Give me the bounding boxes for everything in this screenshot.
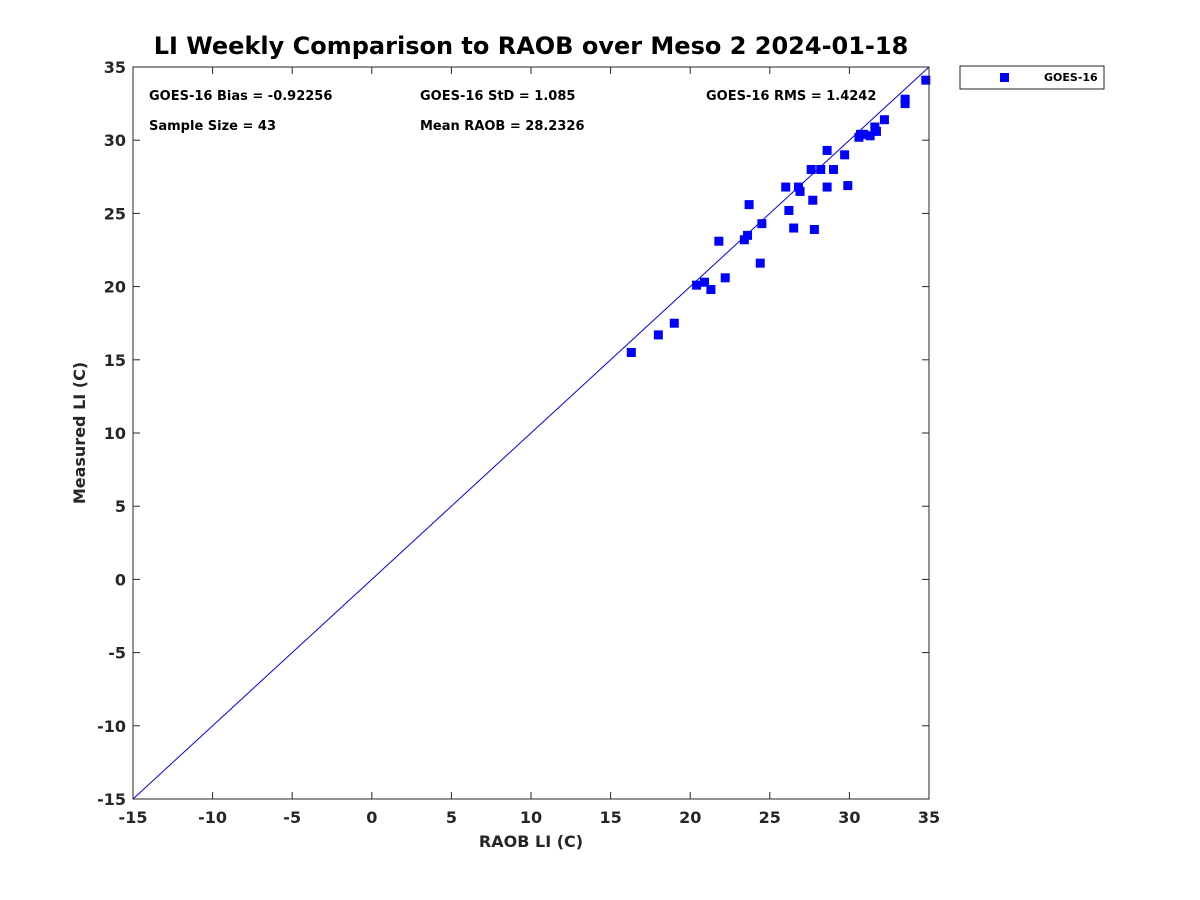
y-axis-label: Measured LI (C) (70, 362, 89, 504)
y-tick-label: 35 (104, 58, 126, 77)
data-point-goes16-0 (626, 347, 636, 357)
x-tick-label: 0 (366, 808, 377, 827)
x-tick-label: -5 (283, 808, 301, 827)
data-point-goes16-4 (700, 277, 710, 287)
std-annotation: GOES-16 StD = 1.085 (420, 89, 575, 104)
one-to-one-reference-line (132, 66, 930, 800)
data-point-goes16-14 (784, 205, 794, 215)
data-point-goes16-7 (720, 273, 730, 283)
data-point-goes16-33 (879, 115, 889, 125)
data-point-goes16-26 (843, 181, 853, 191)
rms-annotation: GOES-16 RMS = 1.4242 (706, 89, 876, 104)
x-tick-label: -10 (198, 808, 227, 827)
x-tick-label: 10 (520, 808, 542, 827)
data-point-goes16-18 (806, 164, 816, 174)
data-point-goes16-21 (816, 164, 826, 174)
x-tick-label: 35 (918, 808, 940, 827)
x-tick-label: -15 (119, 808, 148, 827)
data-point-goes16-3 (692, 280, 702, 290)
y-tick-label: 5 (115, 497, 126, 516)
chart-title: LI Weekly Comparison to RAOB over Meso 2… (154, 32, 909, 60)
data-point-goes16-19 (808, 195, 818, 205)
mean-raob-annotation: Mean RAOB = 28.2326 (420, 119, 585, 134)
data-point-goes16-36 (921, 75, 931, 85)
y-tick-label: -10 (97, 717, 126, 736)
data-point-goes16-12 (757, 219, 767, 229)
bias-annotation: GOES-16 Bias = -0.92256 (149, 89, 332, 104)
y-tick-label: 20 (104, 278, 126, 297)
x-axis-label: RAOB LI (C) (479, 832, 583, 851)
data-point-goes16-5 (706, 285, 716, 295)
data-point-goes16-6 (714, 236, 724, 246)
y-tick-label: 25 (104, 204, 126, 223)
data-point-goes16-9 (743, 230, 753, 240)
y-tick-label: 0 (115, 570, 126, 589)
x-tick-label: 20 (679, 808, 701, 827)
data-point-goes16-17 (795, 186, 805, 196)
data-point-goes16-15 (789, 223, 799, 233)
y-tick-label: 15 (104, 351, 126, 370)
data-point-goes16-23 (822, 145, 832, 155)
data-point-goes16-35 (900, 94, 910, 104)
data-point-goes16-13 (781, 182, 791, 192)
y-tick-label: 30 (104, 131, 126, 150)
data-point-goes16-30 (865, 131, 875, 141)
data-point-goes16-25 (840, 150, 850, 160)
data-point-goes16-20 (809, 225, 819, 235)
legend: GOES-16 (959, 65, 1105, 90)
x-tick-label: 30 (838, 808, 860, 827)
data-point-goes16-32 (871, 126, 881, 136)
legend-box (959, 65, 1105, 90)
x-tick-label: 15 (599, 808, 621, 827)
plot-area (132, 66, 931, 800)
y-tick-label: -15 (97, 790, 126, 809)
data-point-goes16-22 (822, 182, 832, 192)
sample-size-annotation: Sample Size = 43 (149, 119, 276, 134)
data-point-goes16-1 (653, 330, 663, 340)
legend-entry-goes16: GOES-16 (1044, 71, 1098, 84)
data-point-goes16-24 (828, 164, 838, 174)
x-tick-label: 25 (759, 808, 781, 827)
x-axis-ticks: -15 -10 -5 0 5 10 15 20 25 30 35 (119, 67, 940, 827)
data-point-goes16-11 (755, 258, 765, 268)
data-point-goes16-2 (669, 318, 679, 328)
y-tick-label: -5 (108, 644, 126, 663)
x-tick-label: 5 (446, 808, 457, 827)
y-tick-label: 10 (104, 424, 126, 443)
y-axis-ticks: -15 -10 -5 0 5 10 15 20 25 30 35 (97, 58, 929, 809)
data-point-goes16-10 (744, 200, 754, 210)
legend-marker-goes16 (1000, 73, 1009, 82)
data-point-goes16-29 (859, 129, 869, 139)
